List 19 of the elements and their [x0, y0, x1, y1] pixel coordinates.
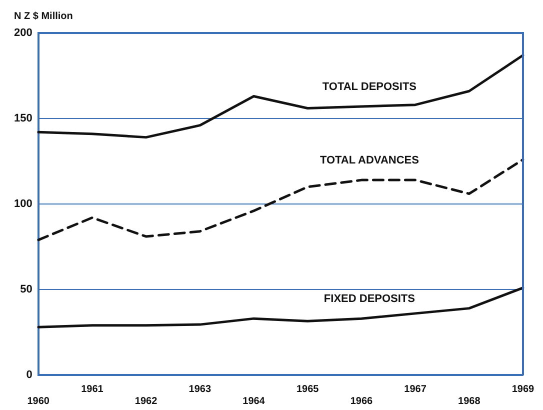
y-tick-label: 100 — [14, 198, 32, 210]
y-tick-label: 50 — [20, 284, 32, 296]
x-tick-label: 1962 — [134, 396, 158, 407]
x-tick-label: 1968 — [458, 396, 481, 407]
x-tick-label: 1963 — [188, 384, 212, 395]
series-label: TOTAL ADVANCES — [320, 154, 419, 167]
y-tick-label: 150 — [14, 112, 32, 125]
x-tick-label: 1967 — [404, 384, 427, 395]
x-tick-label: 1969 — [512, 384, 535, 395]
series-label: TOTAL DEPOSITS — [322, 81, 417, 94]
y-tick-label: 0 — [26, 369, 32, 382]
series-label: FIXED DEPOSITS — [324, 293, 415, 306]
x-tick-label: 1960 — [27, 396, 50, 407]
y-tick-label: 200 — [14, 27, 32, 40]
y-axis-title: N Z $ Million — [14, 10, 73, 22]
x-tick-label: 1961 — [81, 384, 104, 395]
x-tick-label: 1966 — [350, 396, 374, 407]
x-tick-label: 1964 — [242, 396, 266, 407]
x-tick-label: 1965 — [296, 384, 320, 395]
